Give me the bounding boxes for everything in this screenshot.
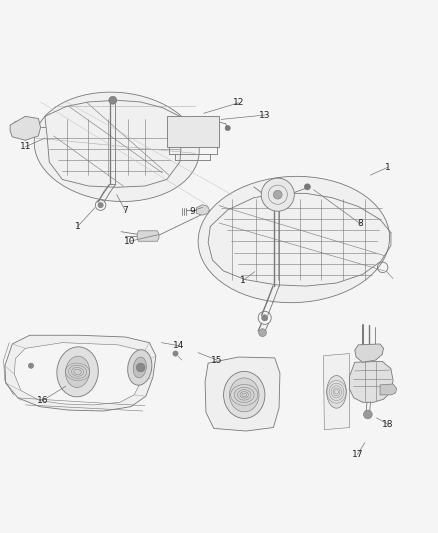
Circle shape: [364, 410, 372, 419]
Circle shape: [273, 190, 282, 199]
Ellipse shape: [66, 356, 89, 387]
Polygon shape: [355, 344, 384, 362]
Circle shape: [98, 203, 103, 208]
Text: 1: 1: [74, 222, 81, 231]
Text: 11: 11: [20, 142, 31, 151]
Text: 10: 10: [124, 237, 135, 246]
Circle shape: [173, 351, 178, 356]
Circle shape: [225, 125, 230, 131]
Circle shape: [261, 315, 268, 321]
Polygon shape: [350, 361, 393, 402]
Circle shape: [136, 363, 145, 372]
Ellipse shape: [57, 347, 98, 397]
Text: 9: 9: [189, 207, 195, 216]
Text: 8: 8: [357, 220, 364, 228]
Ellipse shape: [327, 376, 346, 408]
Text: 13: 13: [259, 110, 270, 119]
Polygon shape: [137, 231, 159, 241]
Ellipse shape: [230, 378, 259, 412]
Text: 1: 1: [240, 276, 246, 285]
Ellipse shape: [223, 372, 265, 418]
Text: 12: 12: [233, 99, 244, 107]
Circle shape: [109, 96, 117, 104]
Text: 1: 1: [385, 163, 391, 172]
Polygon shape: [10, 116, 41, 140]
Ellipse shape: [128, 350, 152, 385]
Polygon shape: [380, 384, 396, 395]
Circle shape: [304, 184, 311, 190]
Circle shape: [261, 178, 294, 211]
Text: 15: 15: [211, 356, 223, 365]
Polygon shape: [323, 353, 350, 430]
Polygon shape: [167, 116, 219, 147]
Polygon shape: [205, 357, 280, 431]
Text: 16: 16: [37, 396, 49, 405]
Circle shape: [28, 363, 34, 368]
Polygon shape: [5, 335, 156, 411]
Circle shape: [258, 329, 266, 336]
Ellipse shape: [198, 176, 389, 303]
Ellipse shape: [133, 357, 146, 378]
Text: 18: 18: [382, 419, 394, 429]
Text: 17: 17: [352, 450, 363, 459]
Text: 14: 14: [173, 341, 185, 350]
Ellipse shape: [34, 92, 199, 201]
Polygon shape: [196, 205, 209, 215]
Text: 7: 7: [123, 206, 128, 215]
Polygon shape: [14, 343, 145, 405]
